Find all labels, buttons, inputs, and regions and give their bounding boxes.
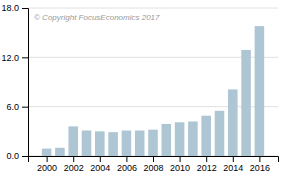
bar [42,149,52,156]
grid-line [28,57,278,58]
x-tick-mark [100,156,101,162]
y-tick: 6.0 [6,102,28,112]
grid [28,8,278,156]
x-tick-label: 2002 [64,163,84,173]
bar [68,126,78,156]
x-tick: 2010 [170,156,190,173]
y-tick-mark [22,107,28,108]
annotation: © Copyright FocusEconomics 2017 [34,13,160,22]
grid-line [28,106,278,107]
x-tick-mark [153,156,154,162]
x-tick-label: 2008 [143,163,163,173]
chart: 2000 2002 2004 2006 2008 2010 2012 2014 2016 0.0 6… [0,0,286,176]
grid-line [28,8,278,9]
y-tick: 18.0 [1,3,28,13]
x-tick-label: 2016 [250,163,270,173]
y-tick-label: 18.0 [1,3,19,13]
x-tick: 2014 [223,156,243,173]
y-tick-mark [22,57,28,58]
bar [188,121,198,156]
x-tick-mark [180,156,181,162]
x-tick-mark [206,156,207,162]
bar [228,89,238,156]
x-tick: 2008 [143,156,163,173]
plot: 2000 2002 2004 2006 2008 2010 2012 2014 2016 0.0 6… [1,3,278,173]
x-tick: 2000 [37,156,57,173]
x-axis-line [29,157,279,163]
x-tick-mark [259,156,260,162]
bar [82,131,92,156]
bar [215,111,225,156]
x-tick: 2016 [250,156,270,173]
x-tick-label: 2000 [37,163,57,173]
y-tick-mark [22,8,28,9]
x-tick: 2012 [197,156,217,173]
x-tick-mark [47,156,48,162]
bar [108,132,118,156]
bar [122,131,132,156]
bar [162,124,172,156]
x-tick-mark [126,156,127,162]
x-axis: 2000 2002 2004 2006 2008 2010 2012 2014 2016 [29,156,279,173]
x-tick-label: 2014 [223,163,243,173]
bar [255,26,265,156]
x-tick-mark [73,156,74,162]
x-tick: 2006 [117,156,137,173]
y-tick-label: 0.0 [6,151,19,161]
x-tick-mark [233,156,234,162]
y-axis-line [22,9,29,157]
bar [135,131,145,156]
x-tick-label: 2004 [90,163,110,173]
y-tick-mark [22,156,28,157]
bar [201,116,211,156]
x-tick: 2004 [90,156,110,173]
x-tick-label: 2012 [197,163,217,173]
y-tick-label: 6.0 [6,102,19,112]
x-tick: 2002 [64,156,84,173]
bar [55,148,65,156]
bar [95,131,105,156]
bars [42,26,264,156]
bar [241,50,251,156]
bar [148,130,158,156]
x-tick-label: 2006 [117,163,137,173]
y-axis: 0.0 6.0 12.0 18.0 [1,3,28,161]
y-tick-label: 12.0 [1,53,19,63]
y-tick: 12.0 [1,53,28,63]
x-tick-label: 2010 [170,163,190,173]
y-tick: 0.0 [6,151,28,161]
bar [175,122,185,156]
